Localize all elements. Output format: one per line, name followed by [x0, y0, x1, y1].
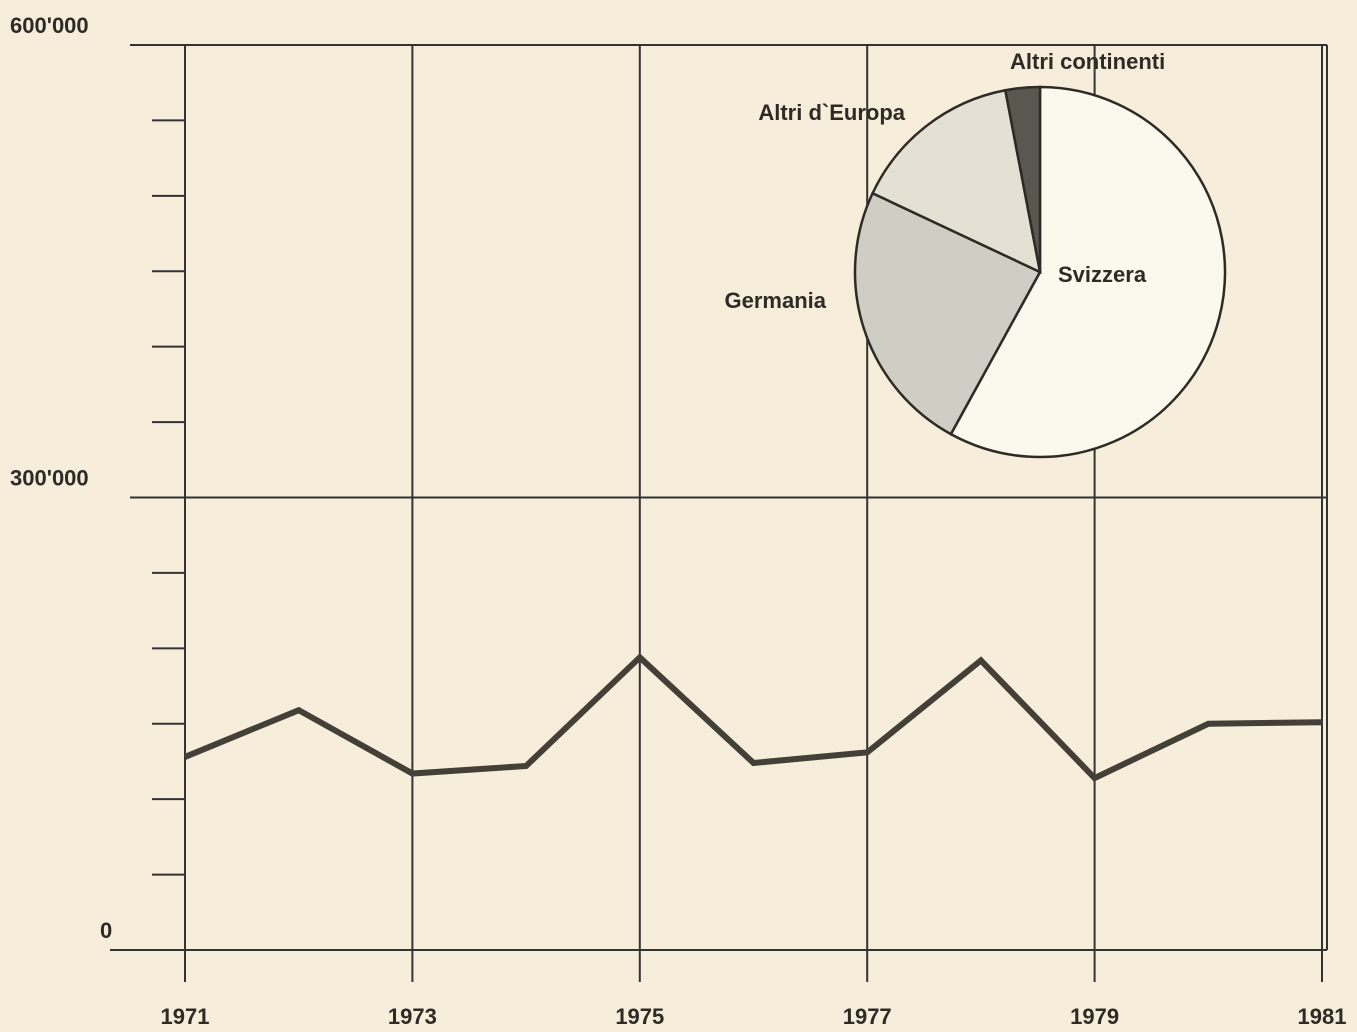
pie-slice [949, 85, 1227, 459]
y-tick-label: 0 [100, 918, 112, 943]
x-tick-label: 1971 [161, 1004, 210, 1029]
x-tick-label: 1977 [843, 1004, 892, 1029]
x-tick-label: 1979 [1070, 1004, 1119, 1029]
y-tick-label: 600'000 [10, 13, 89, 38]
slice-label: Altri d`Europa [758, 100, 905, 125]
line-series [183, 653, 1323, 782]
slice-label: Germania [725, 288, 827, 313]
slice-label: Altri continenti [1010, 49, 1165, 74]
pie-slice [853, 191, 1042, 436]
pie-slice [870, 88, 1042, 275]
x-tick-label: 1975 [615, 1004, 664, 1029]
slice-label: Svizzera [1058, 262, 1147, 287]
x-tick-label: 1981 [1298, 1004, 1347, 1029]
y-tick-label: 300'000 [10, 465, 89, 490]
x-tick-label: 1973 [388, 1004, 437, 1029]
pie-slice [1003, 85, 1042, 273]
